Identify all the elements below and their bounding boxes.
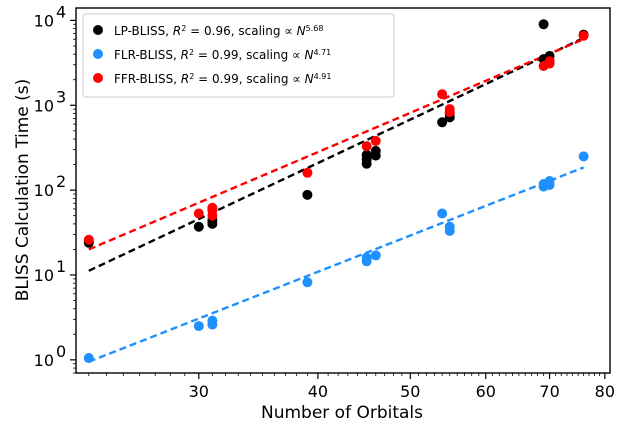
flr-bliss-point (207, 315, 218, 326)
x-tick-label: 70 (539, 382, 559, 401)
flr-bliss-point (444, 221, 455, 232)
data-points (83, 19, 589, 364)
lp-bliss-point (370, 145, 381, 156)
y-tick-base: 10 (34, 266, 54, 285)
y-tick-label: 10 (34, 351, 54, 370)
lp-bliss-legend-marker (93, 25, 103, 35)
fit-lines (88, 36, 585, 363)
y-tick-exponent: 4 (56, 2, 66, 21)
ffr-bliss-point (207, 202, 218, 213)
flr-bliss-point (370, 250, 381, 261)
y-tick-label: 10 (34, 11, 54, 30)
y-tick-label: 10 (34, 96, 54, 115)
flr-bliss-legend-label: FLR-BLISS, R2 = 0.99, scaling ∝ N4.71 (114, 48, 331, 63)
x-tick-label: 60 (476, 382, 496, 401)
flr-bliss-point (193, 321, 204, 332)
lp-bliss-point (302, 189, 313, 200)
y-tick-base: 10 (34, 181, 54, 200)
ffr-bliss-legend-label: FFR-BLISS, R2 = 0.99, scaling ∝ N4.91 (114, 72, 331, 87)
flr-bliss-fit-line (88, 166, 585, 363)
x-axis-label: Number of Orbitals (261, 403, 423, 423)
ffr-bliss-point (437, 89, 448, 100)
lp-bliss-point (193, 221, 204, 232)
y-tick-base: 10 (34, 11, 54, 30)
y-tick-base: 10 (34, 351, 54, 370)
flr-bliss-point (302, 277, 313, 288)
flr-bliss-point (544, 176, 555, 187)
y-tick-label: 10 (34, 266, 54, 285)
ffr-bliss-legend-marker (93, 73, 103, 83)
ffr-bliss-point (193, 208, 204, 219)
y-tick-exponent: 0 (56, 342, 66, 361)
ffr-bliss-point (302, 167, 313, 178)
y-tick-exponent: 3 (56, 87, 66, 106)
ffr-bliss-point (361, 141, 372, 152)
ffr-bliss-point (83, 234, 94, 245)
ffr-bliss-point (544, 56, 555, 67)
flr-bliss-point (83, 353, 94, 364)
lp-bliss-point (437, 117, 448, 128)
x-tick-label: 80 (595, 382, 615, 401)
x-axis-ticks: 30 40 50 60 70 80 (88, 373, 615, 401)
legend: LP-BLISS, R2 = 0.96, scaling ∝ N5.68 FLR-… (82, 13, 395, 98)
y-tick-exponent: 1 (56, 257, 66, 276)
x-tick-label: 50 (400, 382, 420, 401)
flr-bliss-legend-marker (93, 49, 103, 59)
ffr-bliss-point (370, 135, 381, 146)
lp-bliss-point (361, 149, 372, 160)
lp-bliss-fit-line (88, 36, 585, 272)
ffr-bliss-fit-line (88, 38, 585, 251)
x-tick-label: 40 (308, 382, 328, 401)
y-tick-label: 10 (34, 181, 54, 200)
y-axis-label: BLISS Calculation Time (s) (13, 79, 33, 302)
lp-bliss-legend-label: LP-BLISS, R2 = 0.96, scaling ∝ N5.68 (114, 24, 323, 39)
x-tick-label: 30 (189, 382, 209, 401)
ffr-bliss-point (578, 30, 589, 41)
flr-bliss-point (578, 151, 589, 162)
lp-bliss-point (538, 19, 549, 30)
y-tick-exponent: 2 (56, 172, 66, 191)
legend-frame (82, 13, 395, 98)
y-tick-base: 10 (34, 96, 54, 115)
flr-bliss-point (361, 252, 372, 263)
flr-bliss-point (437, 208, 448, 219)
ffr-bliss-point (444, 104, 455, 115)
